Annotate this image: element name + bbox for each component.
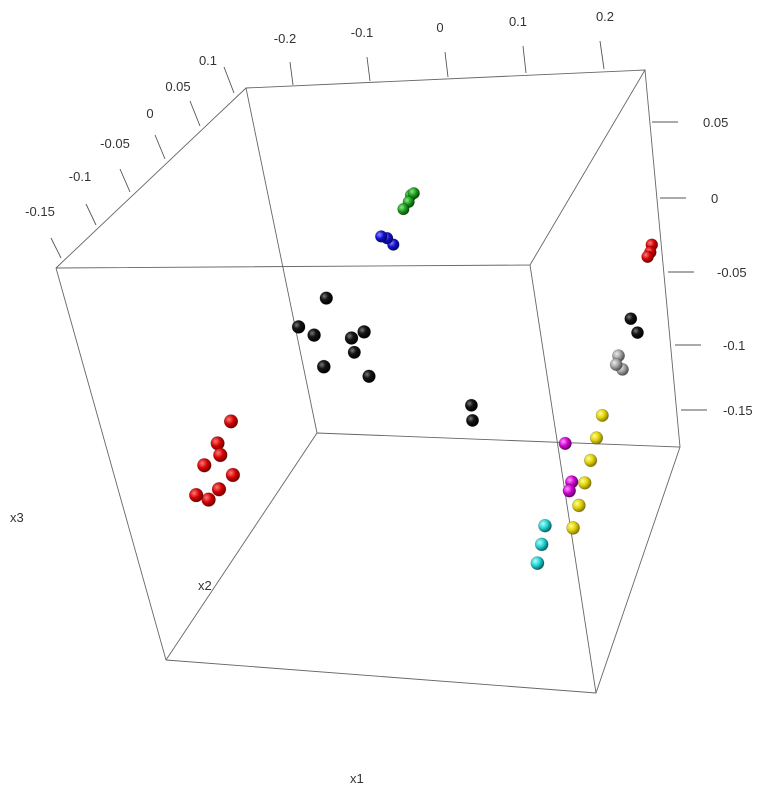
x1-tick-label: 0 (436, 20, 443, 35)
data-point-series-5-5 (566, 521, 580, 535)
data-point-series-1-2 (319, 291, 333, 305)
data-point-series-0-6 (201, 492, 216, 507)
data-point-series-0-9 (189, 487, 204, 503)
data-point-series-0-2 (641, 250, 654, 264)
x3-tick-label: 0 (711, 191, 718, 206)
x2-tick-label: -0.15 (25, 204, 55, 219)
x2-tick-label: 0.1 (199, 53, 217, 68)
data-point-series-1-1 (307, 328, 321, 342)
data-point-series-1-6 (362, 369, 376, 383)
x3-axis: 0.05 0 -0.05 -0.1 -0.15 (652, 115, 753, 418)
x3-tick-label: 0.05 (703, 115, 728, 130)
data-point-series-1-8 (464, 398, 478, 412)
x3-tick-label: -0.05 (717, 265, 747, 280)
data-point-series-2-2 (397, 203, 410, 216)
data-point-series-5-4 (572, 498, 586, 513)
data-point-series-0-3 (197, 458, 212, 473)
points-layer (189, 187, 659, 570)
data-point-series-0-4 (210, 436, 225, 451)
x1-tick-label: 0.2 (596, 9, 614, 24)
x2-axis-label: x2 (198, 578, 212, 593)
data-point-series-1-10 (624, 312, 638, 326)
data-point-series-0-7 (213, 447, 228, 463)
x3-tick-label: -0.15 (723, 403, 753, 418)
data-point-series-7-0 (538, 518, 552, 533)
x2-axis: -0.15 -0.1 -0.05 0 0.05 0.1 (25, 53, 235, 259)
data-point-series-7-2 (530, 556, 545, 570)
data-point-series-0-8 (225, 467, 241, 483)
data-point-series-0-5 (211, 482, 227, 497)
x3-axis-label: x3 (10, 510, 24, 525)
data-point-series-1-7 (357, 325, 371, 339)
data-point-series-1-3 (316, 359, 331, 374)
data-point-series-1-0 (291, 320, 306, 334)
data-point-series-0-10 (223, 414, 239, 429)
plot-box (55, 69, 681, 694)
data-point-series-1-4 (347, 345, 361, 359)
x1-axis: -0.2 -0.1 0 0.1 0.2 (274, 9, 614, 86)
data-point-series-4-1 (609, 358, 623, 371)
data-point-series-5-3 (578, 476, 592, 490)
data-point-series-5-1 (589, 431, 604, 445)
x2-tick-label: 0.05 (165, 79, 190, 94)
x1-axis-label: x1 (350, 771, 364, 786)
data-point-series-5-0 (595, 408, 609, 422)
data-point-series-1-5 (344, 331, 359, 345)
x2-tick-label: 0 (146, 106, 153, 121)
x1-tick-label: -0.1 (351, 25, 373, 40)
data-point-series-3-2 (375, 230, 388, 243)
data-point-series-6-2 (558, 436, 572, 451)
data-point-series-1-9 (465, 413, 479, 427)
data-point-series-1-11 (631, 326, 644, 339)
data-point-series-6-1 (562, 484, 576, 498)
x1-tick-label: 0.1 (509, 14, 527, 29)
data-point-series-2-1 (407, 187, 420, 200)
data-point-series-7-1 (534, 537, 549, 552)
x2-tick-label: -0.05 (100, 136, 130, 151)
x1-tick-label: -0.2 (274, 31, 296, 46)
data-point-series-5-2 (583, 453, 598, 468)
x3-tick-label: -0.1 (723, 338, 745, 353)
x2-tick-label: -0.1 (69, 169, 91, 184)
